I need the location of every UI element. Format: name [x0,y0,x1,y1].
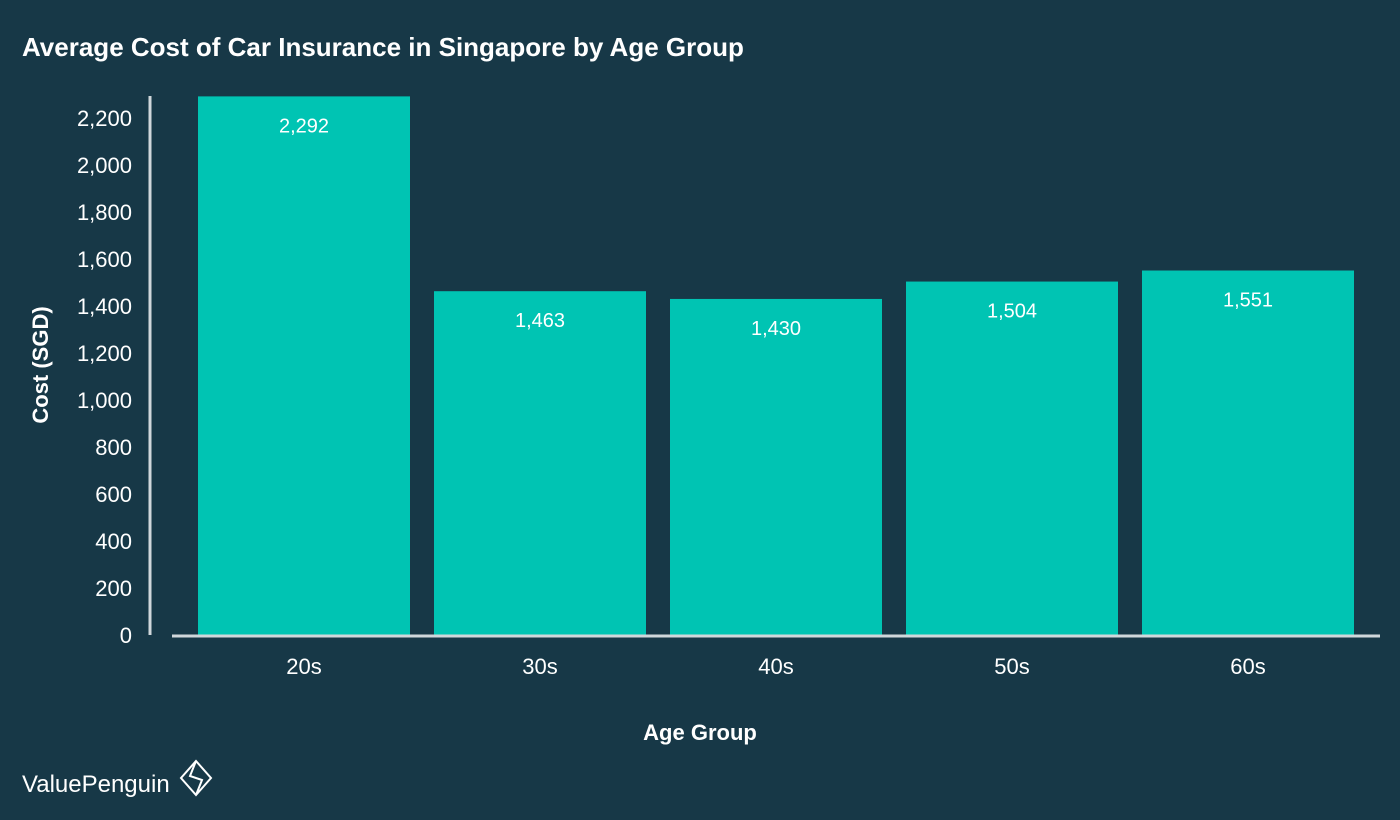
bar-30s [434,291,646,635]
x-tick-label: 50s [994,654,1029,679]
y-tick-label: 1,200 [77,341,132,366]
chart-title: Average Cost of Car Insurance in Singapo… [22,32,744,62]
y-tick-label: 1,600 [77,247,132,272]
bar-value-label: 1,430 [751,318,801,340]
bar-40s [670,298,882,635]
bar-60s [1142,270,1354,635]
x-tick-label: 20s [286,654,321,679]
y-tick-label: 200 [95,576,132,601]
bar-series [198,96,1354,635]
y-axis-ticks: 0 200 400 600 800 1,000 1,200 1,400 1,600 1,800 2,… [77,106,132,648]
x-axis-title: Age Group [643,720,757,745]
x-tick-label: 60s [1230,654,1265,679]
y-tick-label: 800 [95,435,132,460]
y-tick-label: 0 [120,623,132,648]
y-tick-label: 1,400 [77,294,132,319]
y-tick-label: 1,800 [77,200,132,225]
x-axis-ticks: 20s 30s 40s 50s 60s [286,654,1265,679]
y-tick-label: 2,000 [77,153,132,178]
valuepenguin-logo-icon [179,759,213,797]
bar-value-label: 1,504 [987,301,1037,323]
bar-value-label: 1,551 [1223,290,1273,312]
x-tick-label: 40s [758,654,793,679]
bar-data-labels: 2,292 1,463 1,430 1,504 1,551 [279,115,1273,340]
brand-name: ValuePenguin [22,771,170,798]
x-tick-label: 30s [522,654,557,679]
bar-value-label: 1,463 [515,310,565,332]
bar-value-label: 2,292 [279,115,329,137]
bar-20s [198,96,410,635]
y-tick-label: 600 [95,482,132,507]
y-tick-label: 400 [95,529,132,554]
valuepenguin-logo: ValuePenguin [22,759,213,798]
y-tick-label: 1,000 [77,388,132,413]
bar-50s [906,281,1118,635]
y-axis-title: Cost (SGD) [28,306,53,423]
y-tick-label: 2,200 [77,106,132,131]
